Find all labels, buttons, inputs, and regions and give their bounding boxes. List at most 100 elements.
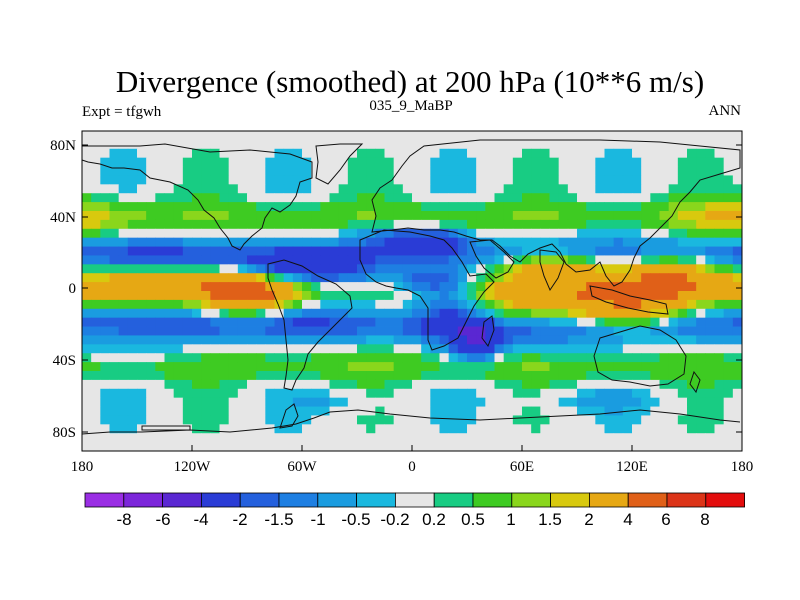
heatmap-cell: [292, 264, 303, 274]
heatmap-cell: [448, 291, 459, 301]
heatmap-cell: [192, 291, 202, 301]
heatmap-cell: [283, 219, 294, 230]
heatmap-cell: [109, 131, 120, 141]
heatmap-cell: [439, 415, 450, 425]
heatmap-cell: [622, 433, 633, 443]
heatmap-cell: [687, 237, 697, 247]
heatmap-cell: [457, 379, 468, 390]
heatmap-cell: [283, 237, 294, 247]
heatmap-cell: [677, 442, 688, 452]
heatmap-cell: [439, 299, 450, 310]
heatmap-cell: [82, 371, 92, 381]
heatmap-cell: [338, 379, 349, 390]
heatmap-cell: [137, 406, 147, 416]
heatmap-cell: [201, 353, 211, 363]
heatmap-cell: [265, 299, 275, 310]
heatmap-cell: [228, 219, 239, 230]
heatmap-cell: [668, 193, 679, 203]
heatmap-cell: [173, 193, 184, 203]
heatmap-cell: [292, 397, 303, 407]
heatmap-cell: [632, 353, 642, 363]
colorbar-swatch: [511, 492, 551, 508]
heatmap-cell: [402, 219, 413, 230]
heatmap-cell: [320, 175, 330, 185]
heatmap-cell: [347, 228, 358, 239]
heatmap-cell: [421, 326, 431, 336]
heatmap-cell: [201, 282, 211, 292]
heatmap-cell: [265, 175, 275, 185]
heatmap-cell: [512, 166, 523, 176]
heatmap-cell: [137, 157, 147, 167]
heatmap-cell: [586, 326, 596, 336]
heatmap-cell: [494, 237, 505, 247]
heatmap-cell: [274, 362, 285, 372]
heatmap-cell: [696, 424, 706, 434]
heatmap-cell: [567, 344, 578, 354]
heatmap-cell: [91, 131, 101, 141]
heatmap-cell: [659, 202, 670, 212]
heatmap-cell: [549, 139, 560, 150]
coastline-new-zealand: [689, 370, 701, 394]
heatmap-cell: [558, 175, 569, 185]
heatmap-cell: [182, 264, 193, 274]
heatmap-cell: [448, 175, 459, 185]
heatmap-cell: [503, 211, 514, 221]
heatmap-cell: [732, 282, 743, 292]
heatmap-cell: [448, 202, 459, 212]
heatmap-cell: [531, 326, 541, 336]
heatmap-cell: [430, 424, 440, 434]
heatmap-cell: [274, 139, 285, 150]
heatmap-cell: [393, 273, 404, 283]
heatmap-cell: [439, 442, 450, 452]
heatmap-cell: [613, 264, 624, 274]
heatmap-cell: [558, 219, 569, 230]
heatmap-cell: [467, 157, 477, 167]
heatmap-cell: [421, 362, 431, 372]
heatmap-cell: [164, 308, 175, 319]
heatmap-cell: [164, 166, 175, 176]
heatmap-cell: [182, 246, 193, 256]
heatmap-cell: [219, 131, 230, 141]
heatmap-cell: [127, 424, 138, 434]
heatmap-cell: [540, 157, 550, 167]
heatmap-cell: [155, 246, 165, 256]
heatmap-cell: [668, 157, 679, 167]
heatmap-cell: [540, 211, 550, 221]
heatmap-cell: [357, 175, 367, 185]
heatmap-cell: [622, 335, 633, 345]
heatmap-cell: [329, 424, 340, 434]
heatmap-cell: [402, 317, 413, 327]
heatmap-cell: [723, 326, 734, 336]
heatmap-cell: [641, 344, 651, 354]
heatmap-cell: [237, 424, 248, 434]
heatmap-cell: [366, 193, 376, 203]
heatmap-cell: [338, 211, 349, 221]
heatmap-cell: [347, 211, 358, 221]
heatmap-cell: [137, 148, 147, 159]
heatmap-cell: [439, 166, 450, 176]
heatmap-cell: [228, 353, 239, 363]
heatmap-cell: [412, 415, 422, 425]
heatmap-cell: [659, 406, 670, 416]
heatmap-cell: [687, 193, 697, 203]
heatmap-cell: [540, 255, 550, 265]
heatmap-cell: [118, 131, 129, 141]
heatmap-cell: [641, 397, 651, 407]
heatmap-cell: [577, 317, 587, 327]
heatmap-cell: [192, 202, 202, 212]
heatmap-cell: [182, 415, 193, 425]
heatmap-cell: [118, 379, 129, 390]
heatmap-cell: [274, 433, 285, 443]
heatmap-cell: [439, 344, 450, 354]
heatmap-cell: [375, 308, 385, 319]
heatmap-cell: [118, 202, 129, 212]
heatmap-cell: [476, 255, 486, 265]
heatmap-cell: [412, 362, 422, 372]
heatmap-cell: [632, 166, 642, 176]
heatmap-cell: [687, 131, 697, 141]
heatmap-cell: [109, 388, 120, 399]
heatmap-cell: [705, 211, 715, 221]
heatmap-cell: [137, 211, 147, 221]
heatmap-cell: [347, 255, 358, 265]
heatmap-cell: [494, 291, 505, 301]
